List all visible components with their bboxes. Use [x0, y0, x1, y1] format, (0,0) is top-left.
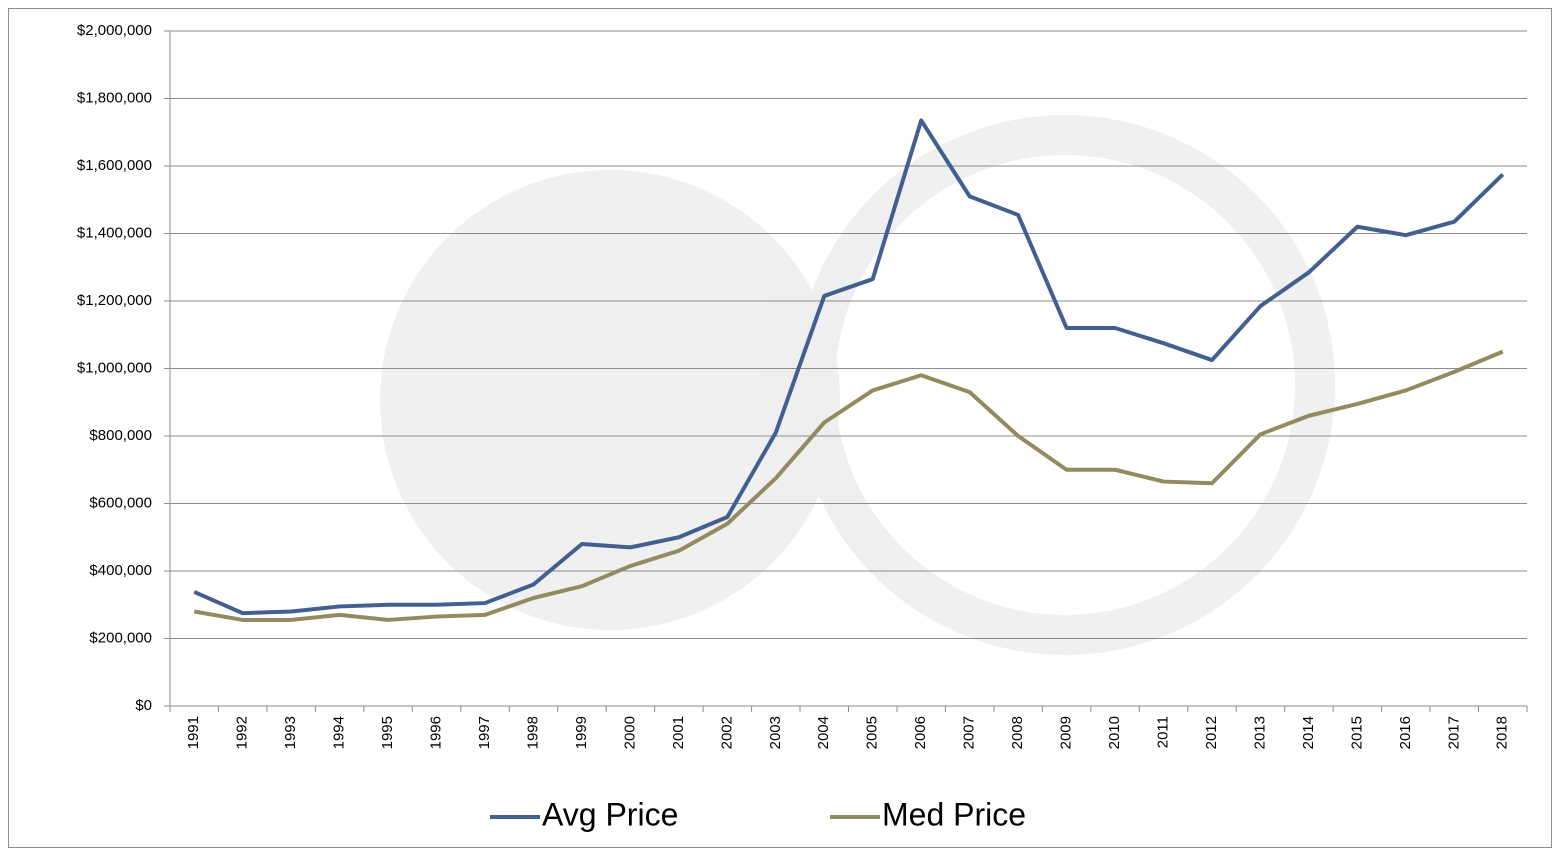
x-tick-label: 2008 — [1009, 716, 1026, 749]
series-line — [193, 349, 1504, 622]
x-tick-label: 2002 — [718, 716, 735, 749]
y-tick-label: $1,800,000 — [77, 89, 152, 106]
x-tick-label: 2015 — [1348, 716, 1365, 749]
watermark — [380, 115, 1335, 655]
x-tick-label: 2009 — [1058, 716, 1075, 749]
y-tick-label: $2,000,000 — [77, 22, 152, 39]
y-tick-label: $200,000 — [89, 629, 152, 646]
y-tick-label: $1,600,000 — [77, 157, 152, 174]
x-tick-label: 2010 — [1106, 716, 1123, 749]
y-tick-label: $1,400,000 — [77, 224, 152, 241]
y-tick-label: $0 — [135, 697, 152, 714]
y-tick-label: $600,000 — [89, 494, 152, 511]
y-tick-label: $800,000 — [89, 427, 152, 444]
x-tick-label: 2003 — [767, 716, 784, 749]
y-tick-label: $1,200,000 — [77, 292, 152, 309]
x-tick-label: 1999 — [573, 716, 590, 749]
x-tick-label: 2007 — [961, 716, 978, 749]
x-tick-label: 2000 — [621, 716, 638, 749]
x-tick-label: 2005 — [864, 716, 881, 749]
y-tick-label: $1,000,000 — [77, 359, 152, 376]
x-tick-label: 2004 — [815, 716, 832, 749]
x-tick-label: 2014 — [1300, 716, 1317, 749]
x-tick-label: 2011 — [1154, 716, 1171, 748]
legend-label: Avg Price — [542, 796, 678, 832]
x-tick-label: 2001 — [670, 716, 687, 749]
x-tick-label: 1995 — [379, 716, 396, 749]
x-tick-label: 2017 — [1445, 716, 1462, 749]
x-tick-label: 2016 — [1397, 716, 1414, 749]
x-tick-label: 1993 — [282, 716, 299, 749]
chart-frame — [8, 8, 1552, 848]
x-tick-label: 2013 — [1251, 716, 1268, 749]
x-tick-label: 2018 — [1494, 716, 1511, 749]
legend-label: Med Price — [882, 796, 1026, 832]
x-tick-label: 1994 — [331, 716, 348, 749]
x-tick-label: 1992 — [234, 716, 251, 749]
x-tick-label: 1998 — [524, 716, 541, 749]
x-tick-label: 1996 — [428, 716, 445, 749]
y-tick-label: $400,000 — [89, 562, 152, 579]
series-line — [193, 118, 1505, 616]
x-tick-label: 1991 — [185, 716, 202, 749]
x-tick-label: 2012 — [1203, 716, 1220, 749]
x-tick-label: 1997 — [476, 716, 493, 749]
x-tick-label: 2006 — [912, 716, 929, 749]
